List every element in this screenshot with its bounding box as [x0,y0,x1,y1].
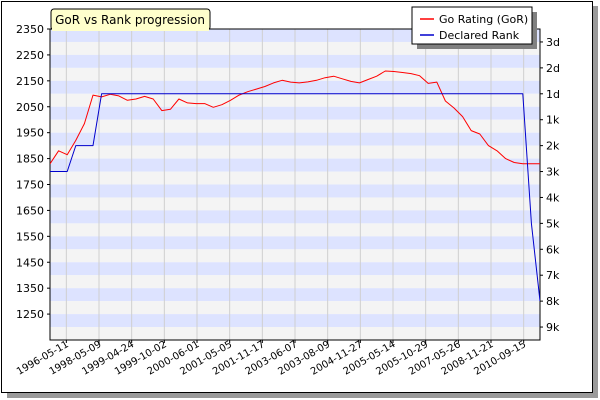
y-right-tick-label: 1k [546,114,560,127]
y-right-tick-label: 9k [546,321,560,334]
series-layer [50,70,540,302]
y-axis-right: 3d 2d 1d 1k 2k 3k 4k 5k 6k 7k 8k 9k [540,36,560,334]
y-left-tick-label: 1550 [16,230,44,243]
y-left-tick-label: 1450 [16,256,44,269]
y-right-tick-label: 8k [546,295,560,308]
y-left-tick-label: 1850 [16,153,44,166]
y-right-tick-label: 5k [546,217,560,230]
title-join [52,26,209,31]
y-left-tick-label: 1250 [16,308,44,321]
y-right-tick-label: 2d [546,62,560,75]
series-line-go-rating [50,70,540,165]
series-line-declared-rank [50,93,540,302]
legend-box [411,6,533,45]
y-right-tick-label: 1d [546,88,560,101]
y-right-tick-label: 7k [546,269,560,282]
y-left-tick-label: 2250 [16,49,44,62]
y-left-tick-label: 1750 [16,179,44,192]
legend: Go Rating (GoR) Declared Rank [411,6,537,49]
y-right-tick-label: 3d [546,36,560,49]
chart-title: GoR vs Rank progression [55,13,205,27]
y-left-tick-label: 2150 [16,75,44,88]
y-right-tick-label: 2k [546,140,560,153]
y-left-tick-label: 1950 [16,127,44,140]
y-left-tick-label: 2050 [16,101,44,114]
y-right-tick-label: 6k [546,243,560,256]
legend-label-go-rating: Go Rating (GoR) [439,13,528,26]
y-right-tick-label: 4k [546,191,560,204]
chart-title-box: GoR vs Rank progression [50,8,211,31]
y-left-tick-label: 2350 [16,23,44,36]
y-axis-left: 1250 1350 1450 1550 1650 1750 1850 1950 2050 2150… [16,23,50,321]
grid-lines [65,29,525,340]
y-right-tick-label: 3k [546,166,560,179]
legend-label-declared-rank: Declared Rank [439,29,520,42]
y-left-tick-label: 1650 [16,204,44,217]
y-left-tick-label: 1350 [16,282,44,295]
